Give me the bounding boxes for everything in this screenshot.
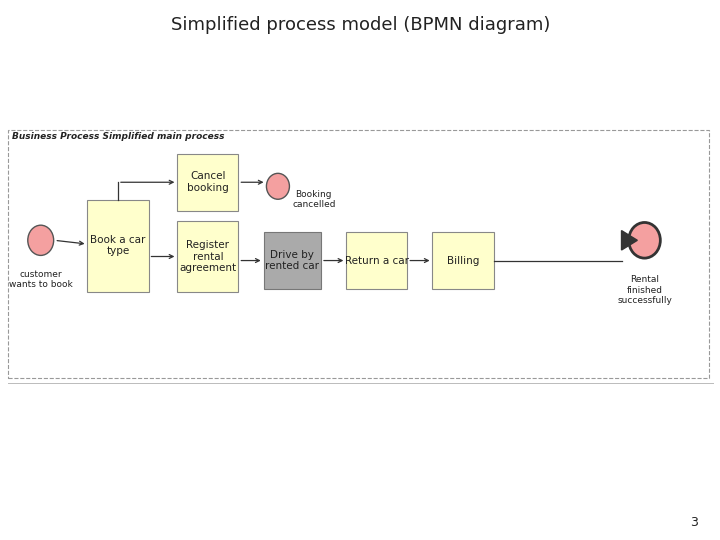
FancyBboxPatch shape bbox=[87, 200, 148, 292]
Text: Business Process Simplified main process: Business Process Simplified main process bbox=[12, 132, 225, 141]
Polygon shape bbox=[621, 231, 637, 250]
FancyBboxPatch shape bbox=[264, 232, 321, 289]
FancyBboxPatch shape bbox=[177, 154, 238, 211]
FancyBboxPatch shape bbox=[177, 221, 238, 292]
Text: Cancel
booking: Cancel booking bbox=[187, 172, 229, 193]
Text: Booking
cancelled: Booking cancelled bbox=[292, 190, 336, 210]
Text: Drive by
rented car: Drive by rented car bbox=[265, 249, 319, 271]
Text: customer
wants to book: customer wants to book bbox=[9, 270, 73, 289]
Text: Billing: Billing bbox=[447, 255, 480, 266]
Ellipse shape bbox=[629, 222, 660, 258]
Ellipse shape bbox=[28, 225, 54, 255]
Text: 3: 3 bbox=[690, 516, 698, 529]
FancyBboxPatch shape bbox=[433, 232, 494, 289]
Text: Book a car
type: Book a car type bbox=[90, 235, 145, 256]
Text: Simplified process model (BPMN diagram): Simplified process model (BPMN diagram) bbox=[171, 16, 550, 34]
Ellipse shape bbox=[266, 173, 289, 199]
Text: Register
rental
agreement: Register rental agreement bbox=[179, 240, 236, 273]
FancyBboxPatch shape bbox=[346, 232, 408, 289]
Text: Rental
finished
successfully: Rental finished successfully bbox=[617, 275, 672, 305]
Text: Return a car: Return a car bbox=[345, 255, 409, 266]
